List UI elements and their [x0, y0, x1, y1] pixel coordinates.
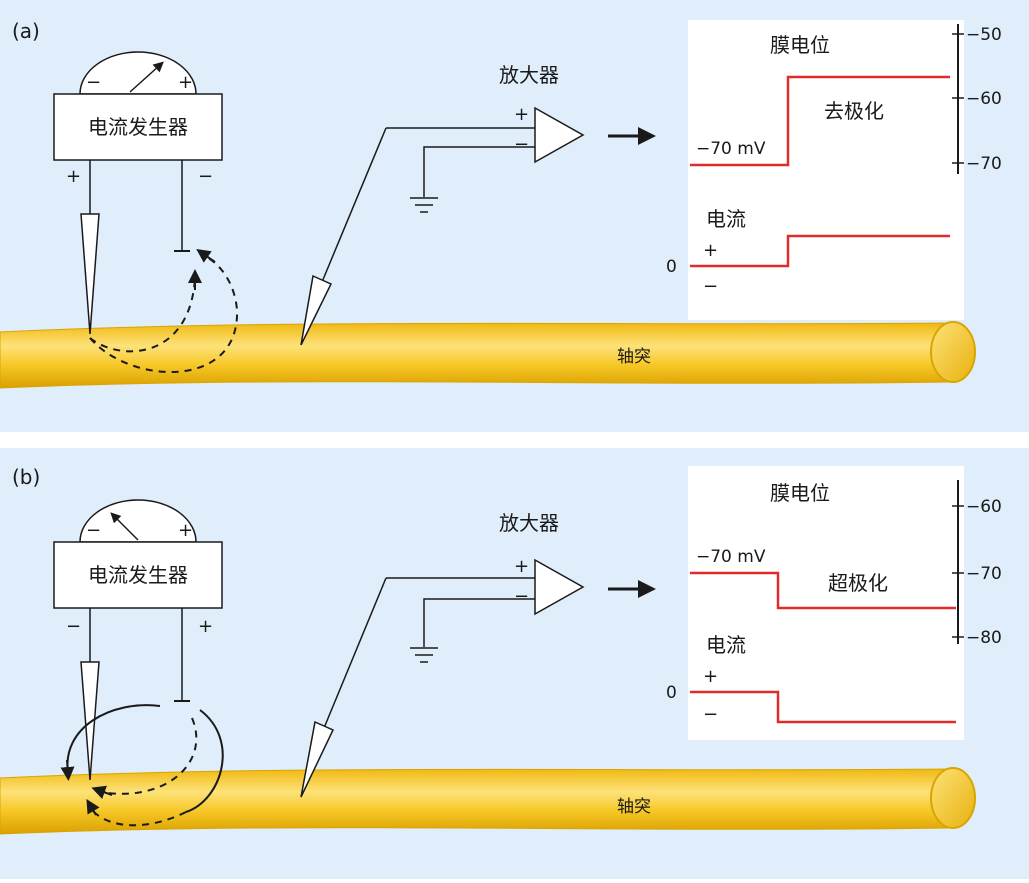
panel-a: (a) 轴突 − + 电流发生器 + − [0, 0, 1029, 432]
axon: 轴突 [0, 321, 976, 389]
axon-label: 轴突 [617, 797, 651, 817]
amplifier-minus: − [514, 134, 529, 155]
meter-plus: + [178, 520, 193, 541]
membrane-tick: −70 [966, 154, 1002, 174]
meter-plus: + [178, 72, 193, 93]
current-graph: 电流 0 + − [666, 207, 950, 297]
membrane-tick: −60 [966, 497, 1002, 517]
membrane-potential-graph: 膜电位 −50 −60 −70 −70 mV 去极化 [690, 24, 1002, 174]
stimulating-electrode [80, 661, 100, 781]
generator-box [53, 541, 223, 609]
membrane-tick: −70 [966, 564, 1002, 584]
amplifier-label: 放大器 [499, 511, 559, 535]
meter-minus: − [86, 72, 101, 93]
current-flow-arrows [60, 704, 224, 827]
membrane-title: 膜电位 [770, 33, 830, 57]
meter-needle-icon [129, 61, 164, 93]
meter-needle-icon [110, 512, 139, 541]
panel-separator [0, 432, 1029, 448]
amplifier: 放大器 + − [410, 511, 585, 663]
membrane-tick: −80 [966, 628, 1002, 648]
current-flow-arrows [89, 249, 239, 373]
panel-b-graph-area [688, 466, 964, 740]
membrane-tick: −50 [966, 25, 1002, 45]
ground-icon [410, 197, 438, 213]
resting-potential-label: −70 mV [696, 139, 766, 159]
amplifier-minus: − [514, 586, 529, 607]
ground-icon [410, 647, 438, 663]
generator-box [53, 93, 223, 161]
amplifier-plus: + [514, 556, 529, 577]
generator-right-sign: + [198, 616, 213, 637]
current-zero: 0 [666, 257, 677, 277]
amplifier-icon [534, 106, 585, 164]
current-plus: + [703, 240, 718, 261]
axon-label: 轴突 [617, 347, 651, 367]
resting-potential-label: −70 mV [696, 547, 766, 567]
current-trace [690, 690, 956, 724]
membrane-title: 膜电位 [770, 481, 830, 505]
current-plus: + [703, 666, 718, 687]
panel-b: (b) 轴突 − + 电流发生器 − + [0, 448, 1029, 879]
meter-dial [79, 499, 197, 543]
generator-right-sign: − [198, 166, 213, 187]
generator-left-sign: − [66, 616, 81, 637]
panel-b-label: (b) [12, 465, 40, 489]
amplifier-plus: + [514, 104, 529, 125]
axon: 轴突 [0, 767, 976, 835]
meter-minus: − [86, 520, 101, 541]
meter-dial [79, 51, 197, 95]
stimulating-electrode [80, 213, 100, 335]
amplifier-label: 放大器 [499, 63, 559, 87]
membrane-potential-graph: 膜电位 −60 −70 −80 −70 mV 超极化 [690, 480, 1002, 648]
membrane-tick: −60 [966, 89, 1002, 109]
panel-a-label: (a) [12, 19, 40, 43]
current-graph: 电流 0 + − [666, 633, 956, 725]
output-arrow-icon [608, 580, 656, 598]
current-title: 电流 [706, 633, 746, 657]
current-generator: − + 电流发生器 + − [53, 51, 223, 335]
generator-label: 电流发生器 [88, 115, 188, 139]
membrane-trace [690, 75, 950, 167]
membrane-trace [690, 571, 956, 610]
recording-electrode [300, 127, 535, 346]
amplifier: 放大器 + − [410, 63, 585, 213]
panel-a-graph-area [688, 20, 964, 320]
output-arrow-icon [608, 127, 656, 145]
current-minus: − [703, 276, 718, 297]
current-trace [690, 234, 950, 268]
change-label: 去极化 [824, 99, 884, 123]
amplifier-icon [534, 558, 585, 616]
current-generator: − + 电流发生器 − + [53, 499, 223, 781]
current-minus: − [703, 704, 718, 725]
change-label: 超极化 [828, 571, 888, 595]
generator-left-sign: + [66, 166, 81, 187]
generator-label: 电流发生器 [88, 563, 188, 587]
recording-electrode [300, 577, 535, 798]
current-zero: 0 [666, 683, 677, 703]
current-title: 电流 [706, 207, 746, 231]
